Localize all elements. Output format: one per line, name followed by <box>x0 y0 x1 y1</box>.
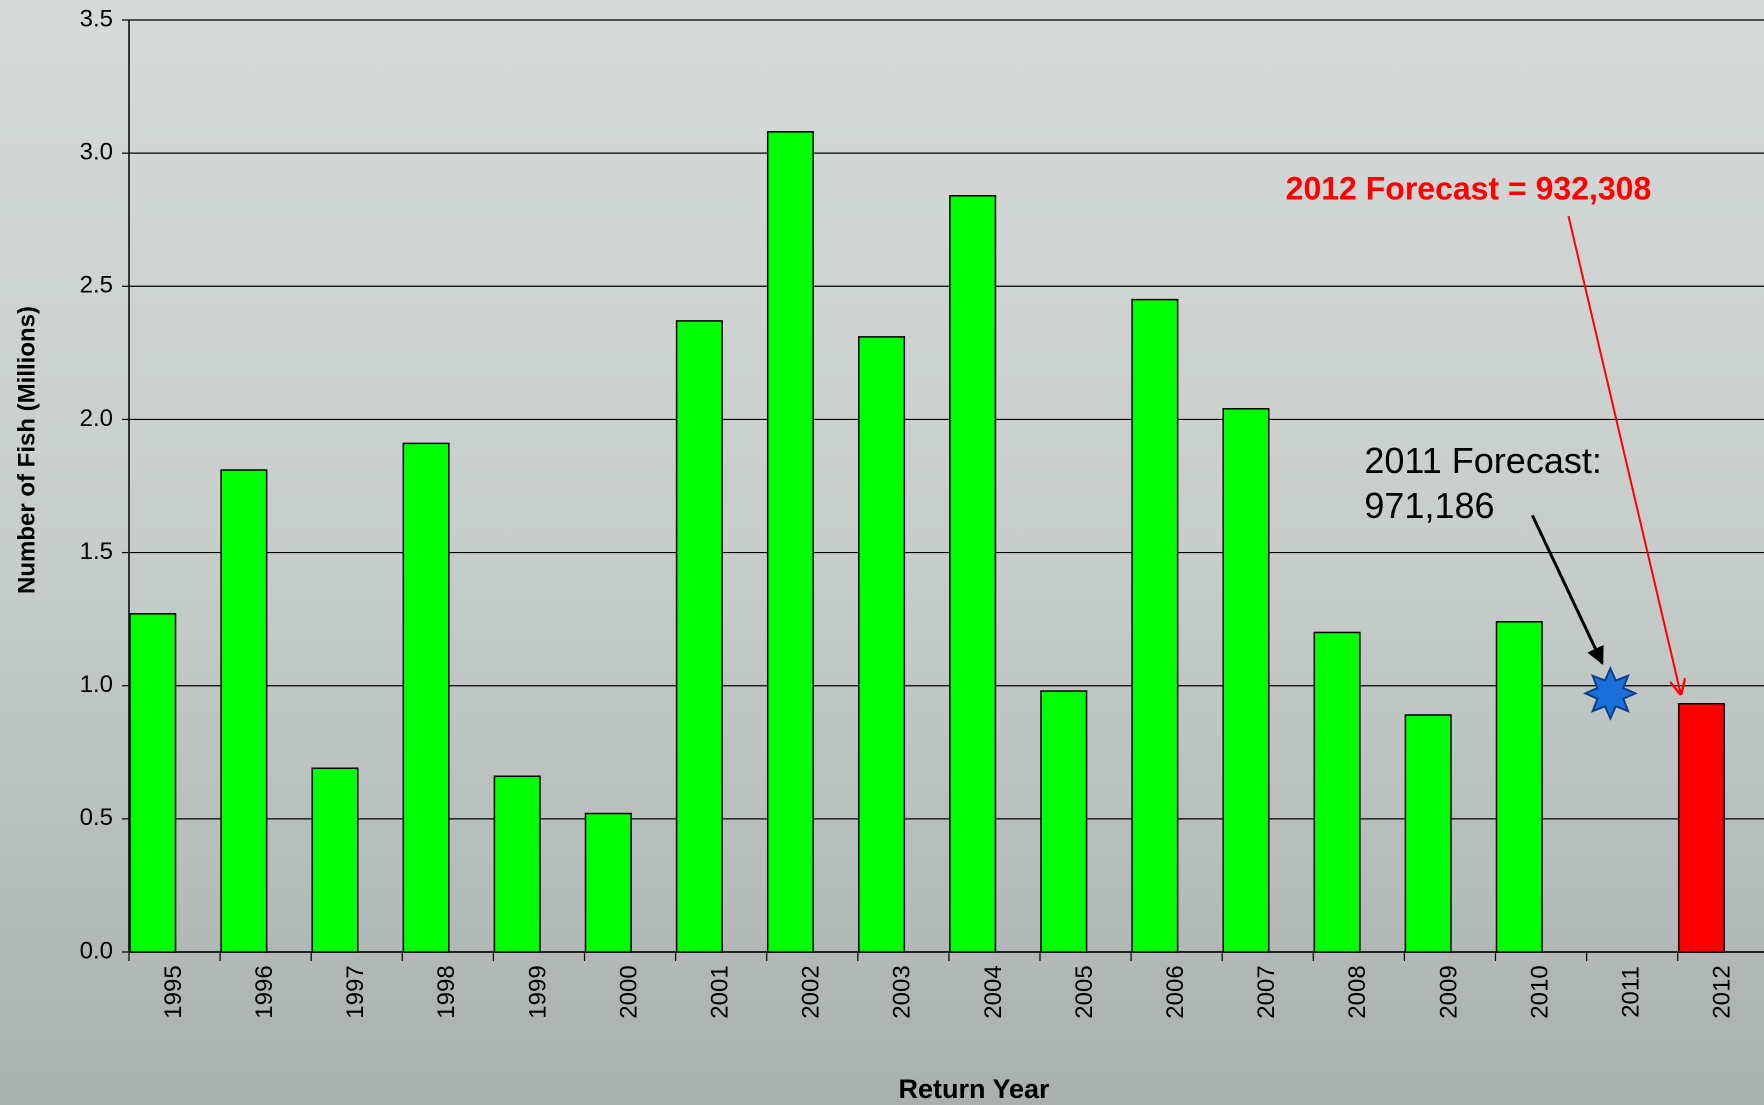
x-tick-label: 1998 <box>433 965 460 1018</box>
x-tick-label: 2001 <box>706 965 733 1018</box>
bar <box>221 470 267 952</box>
bar <box>677 321 723 952</box>
y-tick-label: 0.0 <box>80 937 113 964</box>
x-tick-label: 2004 <box>980 965 1007 1018</box>
forecast-marker <box>1585 668 1635 718</box>
y-tick-label: 1.0 <box>80 671 113 698</box>
annotation-text: 2011 Forecast: <box>1364 440 1601 481</box>
x-tick-label: 1997 <box>342 965 369 1018</box>
chart: Return Year Number of Fish (Millions) 0.… <box>0 0 1764 1105</box>
bar <box>950 196 996 952</box>
x-tick-label: 2012 <box>1709 965 1736 1018</box>
y-tick-label: 0.5 <box>80 804 113 831</box>
annotation-text: 971,186 <box>1364 485 1494 526</box>
bar <box>768 132 814 952</box>
x-tick-label: 2006 <box>1162 965 1189 1018</box>
x-tick-label: 2005 <box>1071 965 1098 1018</box>
bar <box>1314 632 1360 952</box>
bar <box>1041 691 1087 952</box>
x-tick-label: 2002 <box>798 965 825 1018</box>
bar <box>1679 704 1725 952</box>
bar <box>1405 715 1451 952</box>
y-tick-label: 1.5 <box>80 538 113 565</box>
x-tick-label: 1999 <box>524 965 551 1018</box>
bar <box>586 814 632 952</box>
page: Return Year Number of Fish (Millions) 0.… <box>0 0 1764 1105</box>
y-tick-label: 3.0 <box>80 138 113 165</box>
x-tick-label: 1995 <box>160 965 187 1018</box>
bar <box>859 337 905 952</box>
x-tick-label: 1996 <box>251 965 278 1018</box>
x-axis-title: Return Year <box>898 1074 1050 1104</box>
x-tick-label: 2008 <box>1344 965 1371 1018</box>
x-tick-label: 2000 <box>615 965 642 1018</box>
bar <box>1497 622 1543 952</box>
bar <box>312 768 358 952</box>
bar <box>1223 409 1269 952</box>
y-tick-label: 3.5 <box>80 5 113 32</box>
x-tick-label: 2011 <box>1617 966 1644 1018</box>
bar <box>1132 300 1178 952</box>
x-tick-label: 2003 <box>889 965 916 1018</box>
x-tick-label: 2007 <box>1253 965 1280 1018</box>
bar <box>494 776 540 952</box>
bar <box>403 443 449 952</box>
y-axis-title: Number of Fish (Millions) <box>13 306 40 594</box>
annotation-text: 2012 Forecast = 932,308 <box>1286 170 1652 206</box>
bar <box>130 614 176 952</box>
x-tick-label: 2010 <box>1526 965 1553 1018</box>
x-tick-label: 2009 <box>1435 965 1462 1018</box>
y-tick-label: 2.0 <box>80 405 113 432</box>
y-tick-label: 2.5 <box>80 272 113 299</box>
